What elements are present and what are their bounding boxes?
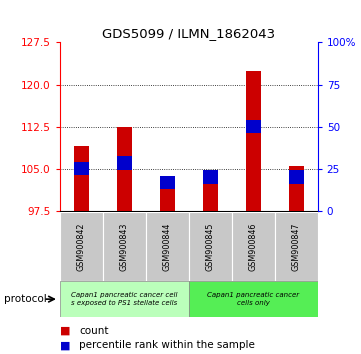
Bar — [289, 166, 304, 211]
Bar — [74, 146, 88, 211]
Bar — [60, 281, 188, 317]
Bar — [103, 212, 145, 281]
Bar — [245, 70, 261, 211]
Bar — [275, 212, 318, 281]
Bar — [203, 170, 218, 184]
Text: protocol: protocol — [4, 294, 46, 304]
Bar — [188, 212, 232, 281]
Text: GSM900842: GSM900842 — [77, 223, 86, 271]
Bar — [117, 156, 132, 170]
Text: count: count — [79, 326, 109, 336]
Text: GSM900846: GSM900846 — [249, 223, 258, 271]
Text: GSM900843: GSM900843 — [119, 223, 129, 271]
Bar — [232, 212, 275, 281]
Text: percentile rank within the sample: percentile rank within the sample — [79, 340, 255, 350]
Bar — [74, 162, 88, 175]
Bar — [188, 281, 318, 317]
Text: GSM900847: GSM900847 — [292, 223, 301, 271]
Text: Capan1 pancreatic cancer
cells only: Capan1 pancreatic cancer cells only — [207, 292, 299, 306]
Bar — [289, 170, 304, 184]
Bar — [203, 171, 218, 211]
Text: GSM900844: GSM900844 — [162, 223, 171, 271]
Bar — [60, 212, 103, 281]
Title: GDS5099 / ILMN_1862043: GDS5099 / ILMN_1862043 — [102, 27, 275, 40]
Bar — [160, 176, 175, 189]
Text: Capan1 pancreatic cancer cell
s exposed to PS1 stellate cells: Capan1 pancreatic cancer cell s exposed … — [71, 292, 177, 306]
Bar — [245, 120, 261, 133]
Text: GSM900845: GSM900845 — [206, 223, 215, 271]
Text: ■: ■ — [60, 340, 70, 350]
Bar — [145, 212, 188, 281]
Bar — [117, 127, 132, 211]
Text: ■: ■ — [60, 326, 70, 336]
Bar — [160, 188, 175, 211]
